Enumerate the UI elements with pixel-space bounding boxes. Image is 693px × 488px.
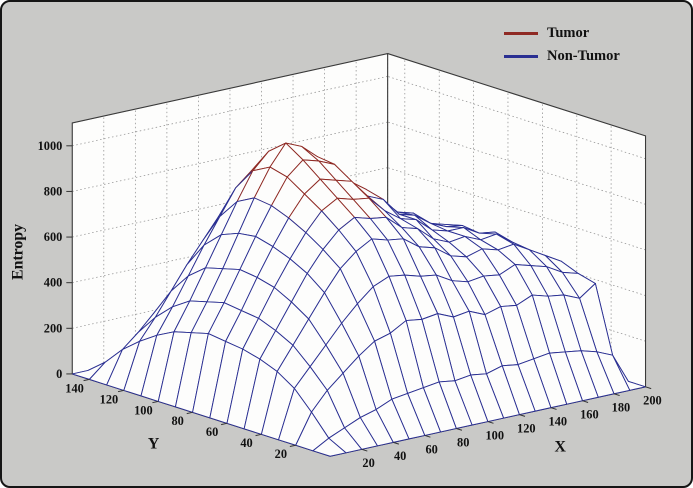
x-tick-label: 20 — [362, 456, 374, 470]
z-axis-label: Entropy — [10, 224, 27, 280]
mesh-cell-non-tumor — [312, 437, 347, 457]
x-tick-label: 160 — [580, 408, 599, 422]
x-tick-label: 100 — [485, 428, 504, 442]
tumor-legend-label: Tumor — [547, 25, 590, 42]
z-tick-label: 0 — [56, 367, 62, 381]
x-axis-label: X — [554, 438, 566, 455]
z-tick-label: 1000 — [38, 139, 63, 153]
x-tick-label: 60 — [426, 442, 438, 456]
z-tick-label: 800 — [44, 184, 63, 198]
non-tumor-legend-label: Non-Tumor — [547, 48, 620, 65]
x-tick-label: 200 — [643, 394, 662, 408]
z-tick-label: 200 — [44, 321, 63, 335]
axis-ticks-and-labels: 20 40 60 80 100 120 140 160 180 200 20 40 60 80 100 120… — [38, 139, 662, 470]
z-tick-label: 400 — [44, 276, 63, 290]
legend-item-tumor: Tumor — [504, 22, 620, 45]
legend-item-non-tumor: Non-Tumor — [504, 45, 620, 68]
y-tick-label: 80 — [172, 414, 184, 428]
legend: Tumor Non-Tumor — [504, 22, 620, 68]
y-axis-label: Y — [148, 435, 160, 452]
y-tick-label: 20 — [275, 447, 287, 461]
x-tick-label: 120 — [517, 421, 536, 435]
x-tick-label: 180 — [612, 401, 631, 415]
x-tick-label: 140 — [549, 415, 568, 429]
y-tick-label: 40 — [240, 436, 252, 450]
plot-area: 20 40 60 80 100 120 140 160 180 200 20 40 60 80 100 120… — [38, 52, 662, 470]
tumor-line-swatch — [504, 32, 538, 35]
x-tick-label: 80 — [457, 435, 469, 449]
x-tick-label: 40 — [394, 449, 406, 463]
non-tumor-line-swatch — [504, 55, 538, 58]
y-tick-label: 100 — [134, 403, 153, 417]
y-tick-label: 60 — [206, 425, 218, 439]
y-tick-label: 140 — [65, 381, 84, 395]
z-tick-label: 600 — [44, 230, 63, 244]
y-tick-label: 120 — [100, 392, 119, 406]
mesh-surface — [71, 142, 646, 457]
